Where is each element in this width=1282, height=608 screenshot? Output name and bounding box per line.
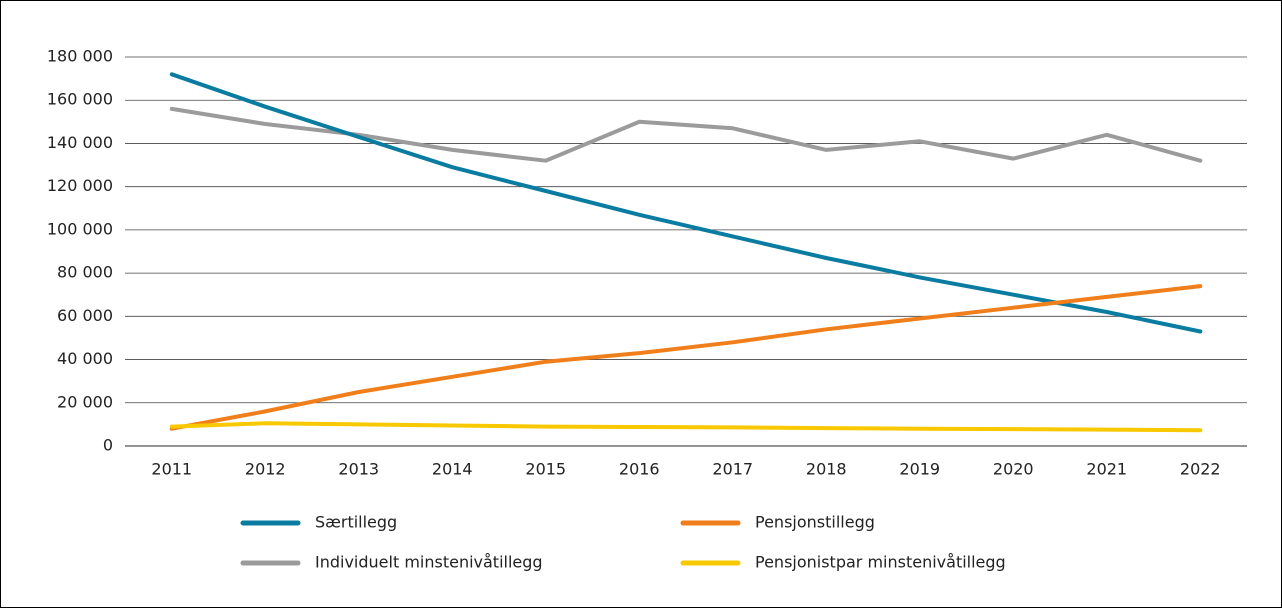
x-tick-label: 2017 xyxy=(712,460,753,479)
x-tick-label: 2020 xyxy=(993,460,1034,479)
line xyxy=(169,72,1203,334)
x-tick-label: 2015 xyxy=(525,460,566,479)
line xyxy=(169,284,1203,431)
y-tick-label: 100 000 xyxy=(47,219,113,238)
y-tick-label: 20 000 xyxy=(57,392,113,411)
y-tick-label: 140 000 xyxy=(47,133,113,152)
legend-label: Pensjonistpar minstenivåtillegg xyxy=(755,553,1006,572)
x-tick-label: 2012 xyxy=(245,460,286,479)
y-tick-label: 160 000 xyxy=(47,90,113,109)
x-tick-label: 2022 xyxy=(1180,460,1221,479)
y-tick-label: 80 000 xyxy=(57,263,113,282)
x-tick-label: 2019 xyxy=(899,460,940,479)
x-tick-label: 2016 xyxy=(619,460,660,479)
x-tick-label: 2013 xyxy=(338,460,379,479)
x-tick-label: 2011 xyxy=(151,460,192,479)
y-tick-label: 60 000 xyxy=(57,306,113,325)
y-tick-label: 40 000 xyxy=(57,349,113,368)
legend-label: Pensjonstillegg xyxy=(755,513,875,532)
x-tick-label: 2018 xyxy=(806,460,847,479)
legend-label: Individuelt minstenivåtillegg xyxy=(315,553,543,572)
x-tick-label: 2021 xyxy=(1086,460,1127,479)
y-tick-label: 180 000 xyxy=(47,47,113,66)
line xyxy=(169,421,1203,433)
y-tick-label: 0 xyxy=(103,436,113,455)
x-tick-label: 2014 xyxy=(432,460,473,479)
legend-label: Særtillegg xyxy=(315,513,397,532)
y-tick-label: 120 000 xyxy=(47,176,113,195)
